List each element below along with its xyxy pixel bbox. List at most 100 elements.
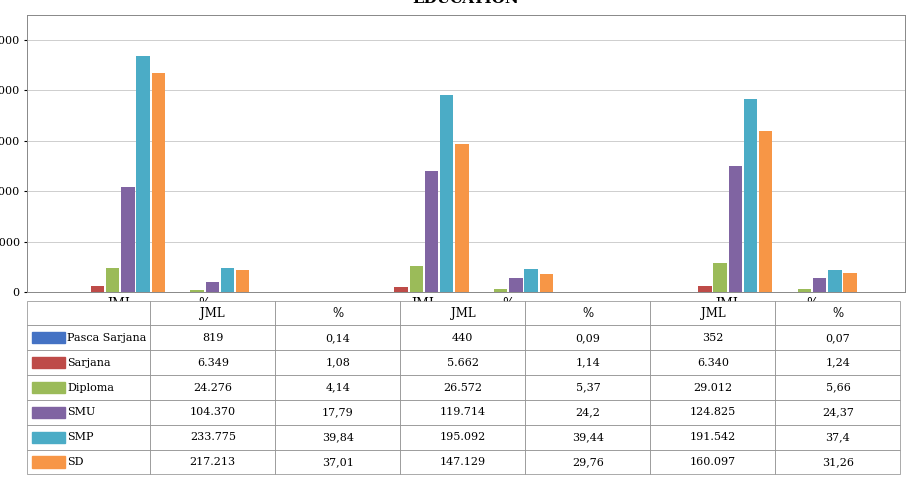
Text: 352: 352 <box>702 333 724 343</box>
FancyBboxPatch shape <box>150 375 275 400</box>
Text: 160.097: 160.097 <box>690 457 736 467</box>
FancyBboxPatch shape <box>400 350 526 375</box>
FancyBboxPatch shape <box>400 400 526 425</box>
Text: 5.662: 5.662 <box>447 358 479 368</box>
FancyBboxPatch shape <box>150 450 275 474</box>
Bar <box>206 282 218 293</box>
FancyBboxPatch shape <box>651 400 775 425</box>
Text: 6.340: 6.340 <box>696 358 729 368</box>
Bar <box>698 286 712 293</box>
Bar <box>813 278 826 293</box>
FancyBboxPatch shape <box>526 450 651 474</box>
Text: 31,26: 31,26 <box>822 457 854 467</box>
FancyBboxPatch shape <box>775 400 900 425</box>
Bar <box>106 268 120 293</box>
FancyBboxPatch shape <box>400 326 526 350</box>
Text: JML: JML <box>701 307 725 319</box>
FancyBboxPatch shape <box>400 450 526 474</box>
Bar <box>175 292 188 293</box>
Bar <box>220 268 234 293</box>
Bar <box>32 357 65 368</box>
FancyBboxPatch shape <box>775 301 900 326</box>
Title: THE NUMBER OF INDONESIAN WORK FORCE BASED ON LEVEL OF
EDUCATION: THE NUMBER OF INDONESIAN WORK FORCE BASE… <box>170 0 762 6</box>
Text: %: % <box>833 307 844 319</box>
Text: 124.825: 124.825 <box>690 407 736 417</box>
FancyBboxPatch shape <box>275 301 400 326</box>
Bar <box>714 263 727 293</box>
Bar <box>236 270 250 293</box>
FancyBboxPatch shape <box>275 400 400 425</box>
FancyBboxPatch shape <box>526 350 651 375</box>
FancyBboxPatch shape <box>526 425 651 450</box>
Bar <box>32 382 65 393</box>
Text: 0,09: 0,09 <box>576 333 600 343</box>
Text: 1,24: 1,24 <box>825 358 850 368</box>
FancyBboxPatch shape <box>651 350 775 375</box>
Text: SMP: SMP <box>68 432 94 442</box>
Bar <box>32 456 65 468</box>
Text: 39,44: 39,44 <box>572 432 604 442</box>
Text: 119.714: 119.714 <box>440 407 486 417</box>
Bar <box>409 265 423 293</box>
FancyBboxPatch shape <box>651 450 775 474</box>
Text: 147.129: 147.129 <box>440 457 486 467</box>
FancyBboxPatch shape <box>150 350 275 375</box>
FancyBboxPatch shape <box>775 425 900 450</box>
Text: 233.775: 233.775 <box>190 432 236 442</box>
Bar <box>539 275 553 293</box>
FancyBboxPatch shape <box>651 375 775 400</box>
Bar <box>395 287 408 293</box>
FancyBboxPatch shape <box>150 400 275 425</box>
FancyBboxPatch shape <box>526 301 651 326</box>
FancyBboxPatch shape <box>150 326 275 350</box>
Bar <box>479 292 493 293</box>
Text: 5,37: 5,37 <box>576 382 600 393</box>
Bar <box>728 166 742 293</box>
Text: Diploma: Diploma <box>68 382 114 393</box>
FancyBboxPatch shape <box>526 326 651 350</box>
Bar <box>32 407 65 418</box>
Bar <box>190 290 204 293</box>
Text: 24,2: 24,2 <box>576 407 600 417</box>
Bar <box>509 278 523 293</box>
FancyBboxPatch shape <box>651 425 775 450</box>
FancyBboxPatch shape <box>400 301 526 326</box>
Text: SD: SD <box>68 457 84 467</box>
Bar <box>844 274 856 293</box>
Bar <box>455 144 469 293</box>
Text: 29.012: 29.012 <box>694 382 732 393</box>
Bar <box>152 73 165 293</box>
Text: Pasca Sarjana: Pasca Sarjana <box>68 333 147 343</box>
Text: 1,14: 1,14 <box>576 358 600 368</box>
Text: %: % <box>333 307 344 319</box>
FancyBboxPatch shape <box>775 326 900 350</box>
Bar <box>828 270 842 293</box>
FancyBboxPatch shape <box>775 375 900 400</box>
Text: Sarjana: Sarjana <box>68 358 111 368</box>
Text: 195.092: 195.092 <box>440 432 486 442</box>
Text: 0,07: 0,07 <box>825 333 850 343</box>
FancyBboxPatch shape <box>27 375 150 400</box>
FancyBboxPatch shape <box>400 375 526 400</box>
FancyBboxPatch shape <box>775 450 900 474</box>
Bar <box>525 269 537 293</box>
Text: 37,4: 37,4 <box>825 432 850 442</box>
Text: 24,37: 24,37 <box>822 407 854 417</box>
FancyBboxPatch shape <box>651 326 775 350</box>
FancyBboxPatch shape <box>651 301 775 326</box>
Text: 819: 819 <box>202 333 223 343</box>
FancyBboxPatch shape <box>526 375 651 400</box>
Bar <box>76 292 89 293</box>
FancyBboxPatch shape <box>275 350 400 375</box>
Text: 24.276: 24.276 <box>193 382 232 393</box>
Text: 17,79: 17,79 <box>322 407 354 417</box>
Text: SMU: SMU <box>68 407 96 417</box>
FancyBboxPatch shape <box>150 301 275 326</box>
Text: 440: 440 <box>452 333 473 343</box>
Text: 39,84: 39,84 <box>322 432 354 442</box>
Bar <box>798 289 811 293</box>
FancyBboxPatch shape <box>27 301 150 326</box>
FancyBboxPatch shape <box>27 326 150 350</box>
FancyBboxPatch shape <box>27 350 150 375</box>
Bar <box>744 99 757 293</box>
